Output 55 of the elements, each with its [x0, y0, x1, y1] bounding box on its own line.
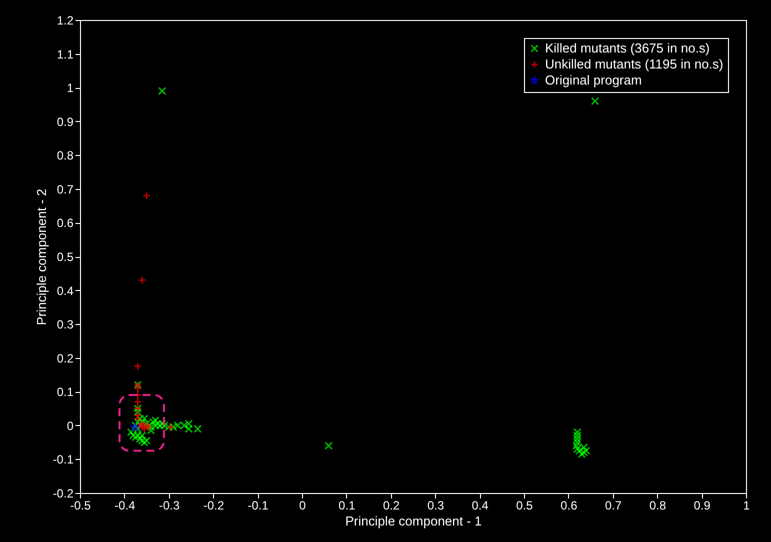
point — [134, 398, 142, 406]
point — [174, 421, 182, 430]
x-tick-label: 0.5 — [516, 498, 534, 512]
point — [142, 192, 151, 200]
y-tick-label: 0.7 — [56, 182, 74, 196]
x-tick-label: -0.5 — [70, 498, 92, 512]
point — [158, 420, 166, 428]
x-tick-label: 0.8 — [649, 498, 666, 512]
y-tick-label: 0.5 — [56, 250, 74, 264]
point — [134, 384, 142, 392]
point — [169, 423, 178, 432]
y-tick-label: 1.2 — [56, 14, 74, 28]
y-tick-label: 0.4 — [56, 284, 74, 298]
y-tick-label: 0.3 — [56, 318, 74, 332]
x-tick-label: 0.4 — [472, 498, 489, 512]
point — [138, 276, 146, 284]
point — [180, 421, 188, 430]
x-tick-label: 0.7 — [604, 498, 622, 512]
point — [154, 420, 162, 428]
y-axis-title: Principle component - 2 — [34, 188, 49, 326]
y-tick-label: 1 — [66, 81, 74, 96]
point — [134, 362, 142, 370]
legend-label: Killed mutants (3675 in no.s) — [545, 40, 710, 56]
x-tick-label: -0.3 — [158, 498, 180, 512]
point — [324, 442, 333, 450]
y-tick-label: 1.1 — [56, 47, 74, 62]
point — [158, 86, 166, 96]
y-tick-label: 0.9 — [56, 114, 74, 129]
x-tick-label: 0.6 — [560, 498, 578, 512]
y-tick-label: 0.6 — [56, 216, 74, 230]
x-tick-label: -0.4 — [114, 498, 136, 512]
x-tick-label: 0.2 — [382, 498, 400, 512]
x-axis-title: Principle component - 1 — [345, 514, 482, 528]
x-tick-label: -0.1 — [248, 498, 269, 512]
point — [138, 423, 146, 432]
y-tick-label: 0.8 — [56, 148, 74, 163]
y-tick-label: 0.2 — [56, 351, 74, 366]
x-tick-label: 0 — [299, 498, 306, 512]
x-tick-label: -0.2 — [203, 498, 224, 512]
x-tick-label: 1 — [743, 498, 750, 512]
x-tick-label: 0.3 — [427, 498, 444, 512]
legend-label: Original program — [545, 72, 642, 88]
point — [136, 434, 144, 444]
x-tick-label: 0.9 — [694, 498, 711, 512]
y-tick-label: -0.1 — [52, 452, 74, 467]
point — [126, 428, 136, 436]
point — [129, 431, 138, 440]
point — [582, 446, 590, 455]
point — [590, 96, 600, 106]
y-tick-label: -0.2 — [52, 486, 74, 500]
point — [194, 424, 202, 433]
y-tick-label: 0 — [66, 418, 74, 433]
y-tick-label: 0.1 — [56, 385, 74, 400]
x-tick-label: 0.1 — [338, 498, 356, 512]
legend-label: Unkilled mutants (1195 in no.s) — [545, 56, 724, 72]
